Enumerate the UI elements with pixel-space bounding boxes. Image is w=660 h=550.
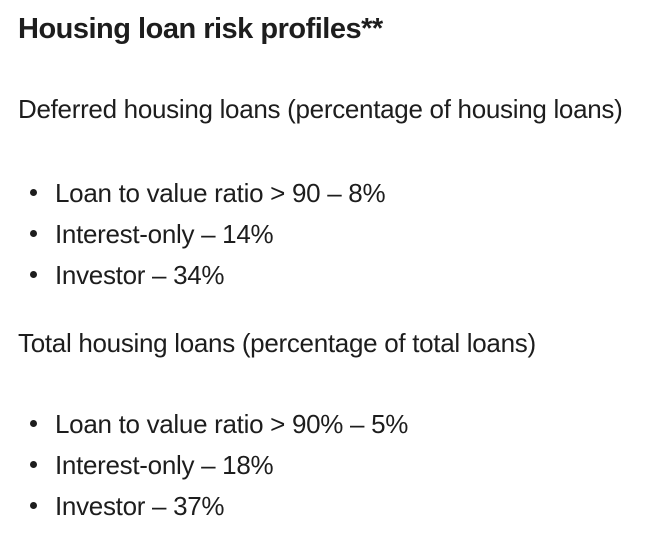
list-item-interest-only: Interest-only – 14% (30, 218, 642, 250)
bullet-icon (30, 502, 37, 509)
list-item-text: Interest-only – 14% (55, 219, 274, 249)
bullet-icon (30, 230, 37, 237)
list-item-text: Loan to value ratio > 90% – 5% (55, 409, 409, 439)
section-deferred-housing-loans: Deferred housing loans (percentage of ho… (18, 93, 642, 291)
page-title: Housing loan risk profiles** (18, 13, 383, 45)
deferred-loans-list: Loan to value ratio > 90 – 8% Interest-o… (18, 177, 642, 291)
list-item-text: Loan to value ratio > 90 – 8% (55, 178, 386, 208)
list-item-interest-only: Interest-only – 18% (30, 449, 642, 481)
list-item-lvr: Loan to value ratio > 90% – 5% (30, 408, 642, 440)
list-item-text: Investor – 34% (55, 260, 225, 290)
bullet-icon (30, 461, 37, 468)
list-item-investor: Investor – 34% (30, 259, 642, 291)
total-loans-list: Loan to value ratio > 90% – 5% Interest-… (18, 408, 642, 522)
section-total-housing-loans: Total housing loans (percentage of total… (18, 327, 642, 522)
list-item-text: Investor – 37% (55, 491, 225, 521)
bullet-icon (30, 189, 37, 196)
section-title-deferred: Deferred housing loans (percentage of ho… (18, 94, 623, 124)
list-item-lvr: Loan to value ratio > 90 – 8% (30, 177, 642, 209)
list-item-text: Interest-only – 18% (55, 450, 274, 480)
section-title-total: Total housing loans (percentage of total… (18, 328, 536, 358)
content-area: Housing loan risk profiles** Deferred ho… (18, 11, 642, 522)
bullet-icon (30, 420, 37, 427)
bullet-icon (30, 271, 37, 278)
list-item-investor: Investor – 37% (30, 490, 642, 522)
